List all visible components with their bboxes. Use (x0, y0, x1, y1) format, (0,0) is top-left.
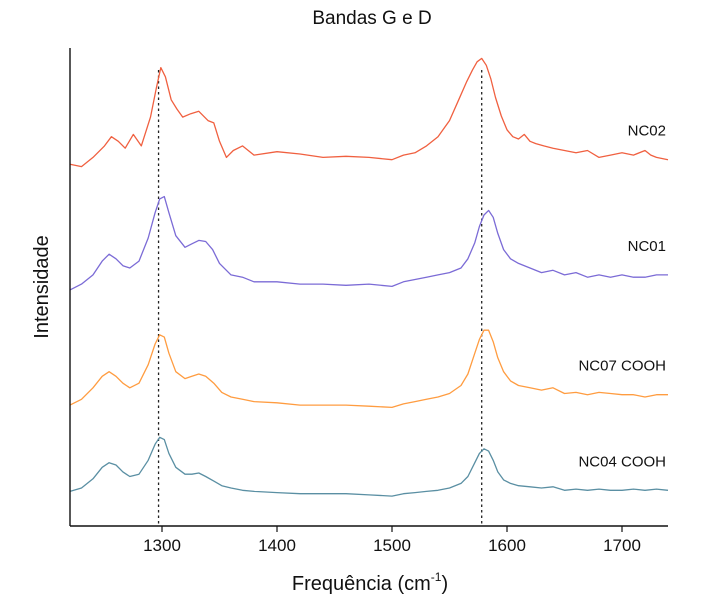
y-axis-title: Intensidade (31, 235, 53, 338)
series-label: NC04 COOH (578, 453, 666, 470)
x-tick-label: 1500 (373, 536, 411, 555)
series-labels: NC02 NC01 NC07 COOH NC04 COOH (578, 123, 666, 471)
chart-title: Bandas G e D (312, 8, 431, 29)
series-line-nc04-cooh (69, 436, 669, 497)
reference-lines (157, 70, 483, 526)
series-layer (69, 57, 669, 497)
series-label: NC07 COOH (578, 358, 666, 375)
x-ticks: 1300 1400 1500 1600 1700 (143, 526, 641, 555)
x-tick-label: 1700 (603, 536, 641, 555)
x-tick-label: 1300 (143, 536, 181, 555)
series-line-nc02 (69, 57, 669, 168)
x-axis-title-suffix: ) (441, 573, 448, 595)
x-axis-title-main: Frequência (cm (292, 573, 431, 595)
series-line-nc07-cooh (69, 329, 668, 409)
series-label: NC02 (628, 123, 666, 140)
series-label: NC01 (628, 238, 666, 255)
x-tick-label: 1400 (258, 536, 296, 555)
series-line-nc01 (69, 195, 668, 291)
x-axis-title: Frequência (cm-1) (292, 570, 448, 595)
x-axis-title-sup: -1 (431, 570, 442, 584)
x-tick-label: 1600 (488, 536, 526, 555)
